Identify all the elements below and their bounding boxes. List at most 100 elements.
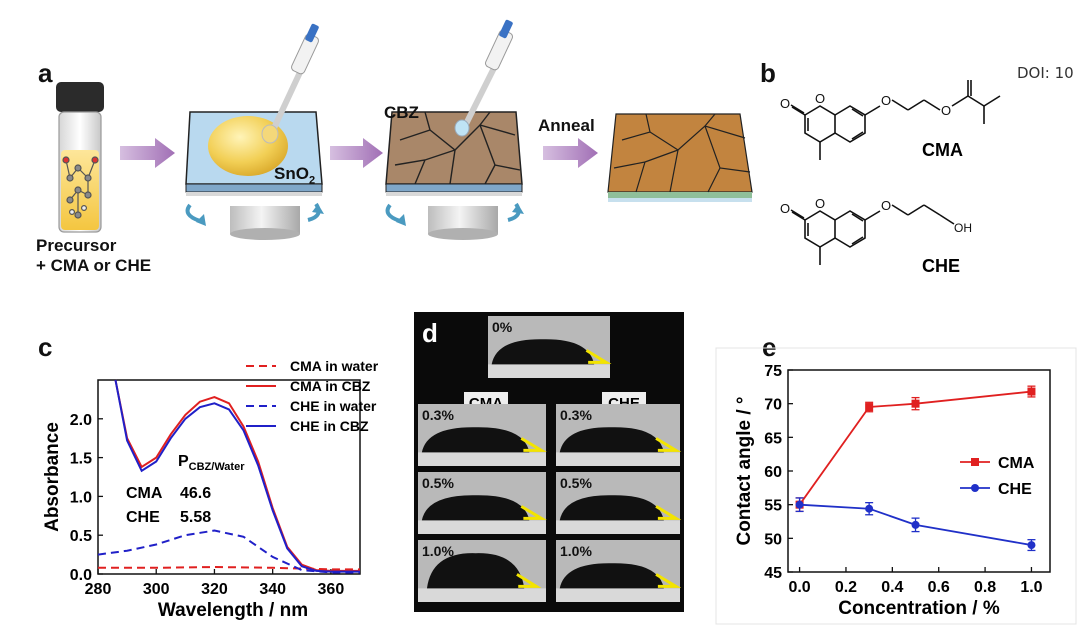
angle-marker <box>516 573 542 588</box>
y-tick-label: 2.0 <box>70 412 92 429</box>
legend-label-1: CMA in water <box>290 358 379 374</box>
series-line-3 <box>98 529 360 574</box>
process-arrow-1 <box>120 138 175 168</box>
y-tick-label: 45 <box>764 565 782 582</box>
pipette-icon <box>454 19 513 137</box>
pipette-icon <box>261 23 319 144</box>
legend-marker <box>971 458 979 466</box>
partition-header: PCBZ/Water <box>178 453 245 473</box>
angle-marker <box>520 437 547 452</box>
series-line-2 <box>799 503 1032 546</box>
y-axis-label: Contact angle / ° <box>734 396 755 545</box>
x-tick-label: 300 <box>143 581 170 598</box>
concentration-label: 0.5% <box>560 475 592 491</box>
panel-a-schematic <box>56 19 753 240</box>
x-axis-label: Wavelength / nm <box>158 600 308 621</box>
atom-o: O <box>881 93 891 108</box>
droplet-shape <box>426 553 525 589</box>
concentration-label: 0.3% <box>422 407 454 423</box>
droplet-image-cma-3: 1.0% <box>418 540 546 602</box>
process-arrow-3 <box>543 138 598 168</box>
concentration-label: 1.0% <box>422 543 454 559</box>
droplet-image-cma-2: 0.5% <box>418 472 547 534</box>
molecule-structures: O O O O O O O OH CMA CHE <box>780 80 1001 276</box>
atom-o: O <box>780 201 790 216</box>
substrate-reflection <box>556 452 680 466</box>
x-tick-label: 1.0 <box>1020 579 1042 596</box>
series-line-1 <box>98 566 360 571</box>
legend-label-4: CHE in CBZ <box>290 418 369 434</box>
droplet-shape <box>559 563 664 589</box>
series-line-1 <box>798 390 1032 506</box>
legend-label-3: CHE in water <box>290 398 377 414</box>
substrate-reflection <box>556 520 680 534</box>
molecule-name-cma: CMA <box>922 140 963 160</box>
substrate-reflection <box>418 452 546 466</box>
angle-marker <box>520 505 547 520</box>
partition-name-1: CMA <box>126 485 163 502</box>
droplet-image-che-3: 1.0% <box>556 540 682 602</box>
series-line-4 <box>114 379 360 573</box>
atom-o: O <box>815 196 825 211</box>
substrate-reflection <box>556 588 680 602</box>
data-point <box>1027 387 1036 396</box>
droplet-shape <box>491 339 595 365</box>
data-point <box>911 520 920 529</box>
x-tick-label: 0.0 <box>788 579 810 596</box>
legend-marker <box>971 484 979 492</box>
precursor-label-line2: + CMA or CHE <box>36 256 152 275</box>
droplet-shape <box>559 427 664 453</box>
molecule-name-che: CHE <box>922 256 960 276</box>
precursor-label-line1: Precursor <box>36 236 117 255</box>
anneal-label: Anneal <box>538 116 595 135</box>
contact-angle-chart: 0.0 0.2 0.4 0.6 0.8 1.0 45 50 55 60 65 70 75 Concentr… <box>715 347 1077 625</box>
concentration-label: 0.5% <box>422 475 454 491</box>
data-point <box>795 500 804 509</box>
y-tick-label: 1.0 <box>70 489 92 506</box>
concentration-label: 1.0% <box>560 543 592 559</box>
partition-value-2: 5.58 <box>180 509 211 526</box>
legend-label-1: CMA <box>998 455 1035 472</box>
panel-a-letter: a <box>38 58 53 88</box>
droplet-image-cma-1: 0.3% <box>418 404 547 466</box>
spin-coating-stage-2 <box>385 111 524 240</box>
droplet-image-0: 0% <box>488 316 612 378</box>
y-tick-label: 0.0 <box>70 567 92 584</box>
absorbance-chart: 280 300 320 340 360 0.0 0.5 1.0 1.5 2.0 Wavelength… <box>42 358 379 621</box>
angle-marker <box>655 573 682 588</box>
panel-e-letter: e <box>762 332 777 362</box>
y-tick-label: 75 <box>764 363 782 380</box>
x-axis-label: Concentration / % <box>838 598 1000 619</box>
process-arrow-2 <box>330 138 383 168</box>
atom-o: O <box>881 198 891 213</box>
vial-icon <box>56 82 104 233</box>
panel-c-letter: c <box>38 332 53 362</box>
y-tick-label: 1.5 <box>70 451 92 468</box>
annealed-film <box>607 113 753 202</box>
substrate-reflection <box>418 520 546 534</box>
partition-value-1: 46.6 <box>180 485 211 502</box>
droplet-shape <box>559 495 664 521</box>
sno2-label: SnO2 <box>274 164 316 187</box>
angle-marker <box>585 349 612 364</box>
droplet-image-che-1: 0.3% <box>556 404 682 466</box>
atom-o: O <box>941 103 951 118</box>
y-tick-label: 50 <box>764 531 782 548</box>
x-tick-label: 280 <box>85 581 112 598</box>
atom-o: O <box>815 91 825 106</box>
x-tick-label: 340 <box>259 581 286 598</box>
atom-oh: OH <box>954 221 972 235</box>
angle-marker <box>655 505 682 520</box>
concentration-label: 0% <box>492 319 513 335</box>
plot-frame <box>97 379 361 575</box>
cbz-label: CBZ <box>384 103 419 122</box>
panel-border <box>715 347 1077 625</box>
legend-label-2: CHE <box>998 481 1032 498</box>
droplet-shape <box>421 427 530 453</box>
droplet-image-che-2: 0.5% <box>556 472 682 534</box>
x-tick-label: 0.8 <box>974 579 996 596</box>
x-tick-label: 0.6 <box>928 579 950 596</box>
substrate-reflection <box>488 364 610 378</box>
x-tick-label: 320 <box>201 581 228 598</box>
